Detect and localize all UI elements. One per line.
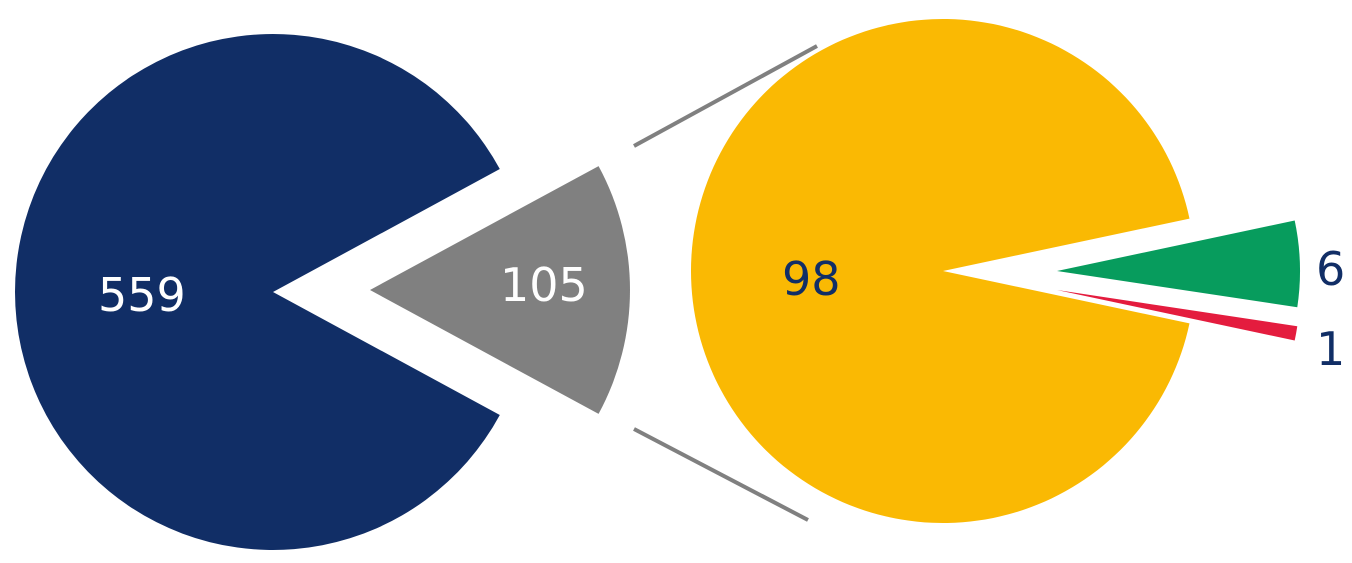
data-label-98: 98 — [782, 252, 841, 306]
pie-slice-1 — [1057, 290, 1298, 341]
data-label-1: 1 — [1316, 322, 1345, 376]
data-label-105: 105 — [500, 258, 588, 312]
connector-line-bottom — [633, 427, 809, 522]
pie-slices — [14, 19, 1301, 550]
pie-slice-105 — [370, 166, 631, 414]
data-labels: 559 105 98 6 1 — [98, 242, 1345, 376]
connector-line-top — [633, 44, 818, 148]
pie-slice-98 — [690, 19, 1190, 524]
data-label-6: 6 — [1316, 242, 1345, 296]
connector-lines — [633, 44, 818, 522]
pie-slice-6 — [1057, 220, 1301, 308]
pie-slice-559 — [14, 33, 500, 550]
data-label-559: 559 — [98, 268, 186, 322]
